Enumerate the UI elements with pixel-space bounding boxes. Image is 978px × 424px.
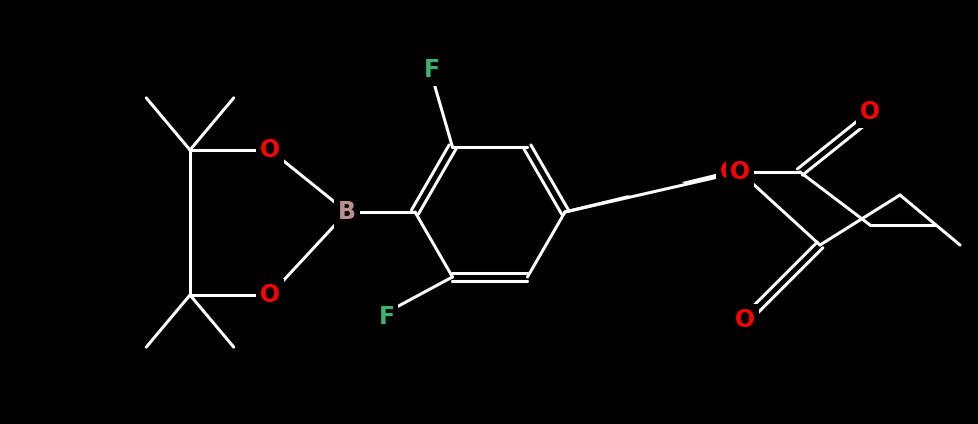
Text: F: F (378, 306, 394, 329)
Text: O: O (859, 100, 879, 124)
Text: O: O (734, 308, 754, 332)
Text: O: O (719, 160, 739, 184)
Text: B: B (337, 200, 356, 224)
Text: F: F (423, 58, 439, 82)
Text: O: O (730, 160, 749, 184)
Text: O: O (260, 138, 280, 162)
Text: O: O (260, 283, 280, 307)
